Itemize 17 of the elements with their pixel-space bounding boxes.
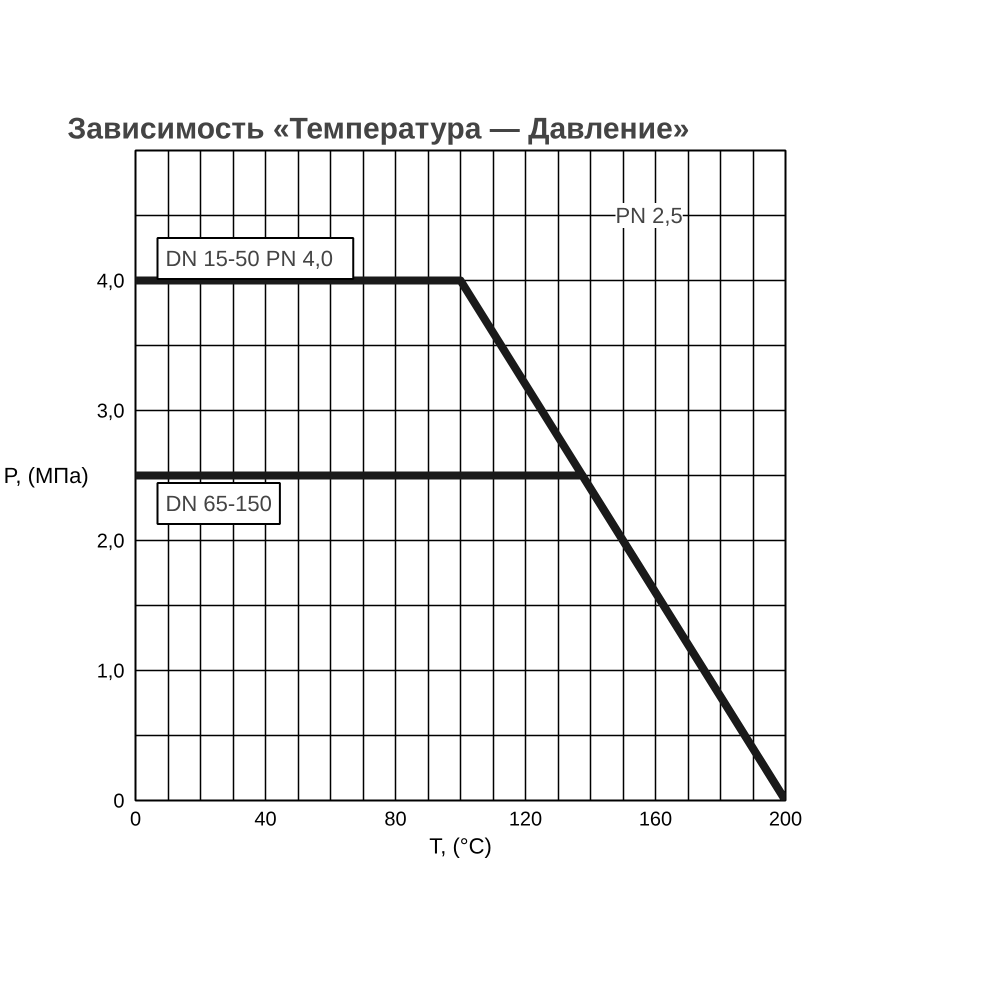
series-label: DN 65-150	[166, 491, 272, 516]
y-tick-label: 4,0	[96, 270, 125, 292]
chart-title: Зависимость «Температура — Давление»	[68, 112, 690, 146]
x-tick-label: 120	[508, 808, 542, 830]
series-label: DN 15-50 PN 4,0	[166, 246, 334, 271]
x-axis-title: T, (°C)	[429, 834, 492, 858]
x-tick-label: 160	[638, 808, 672, 830]
annotation: PN 2,5	[616, 203, 683, 228]
x-tick-label: 0	[130, 808, 142, 830]
y-tick-label: 1,0	[96, 660, 125, 682]
y-tick-label: 0	[113, 790, 124, 812]
x-tick-label: 80	[384, 808, 407, 830]
y-tick-label: 2,0	[96, 530, 125, 552]
x-tick-label: 40	[254, 808, 277, 830]
y-axis-title: P, (МПа)	[4, 463, 89, 488]
x-tick-label: 200	[768, 808, 802, 830]
y-tick-label: 3,0	[96, 400, 125, 422]
